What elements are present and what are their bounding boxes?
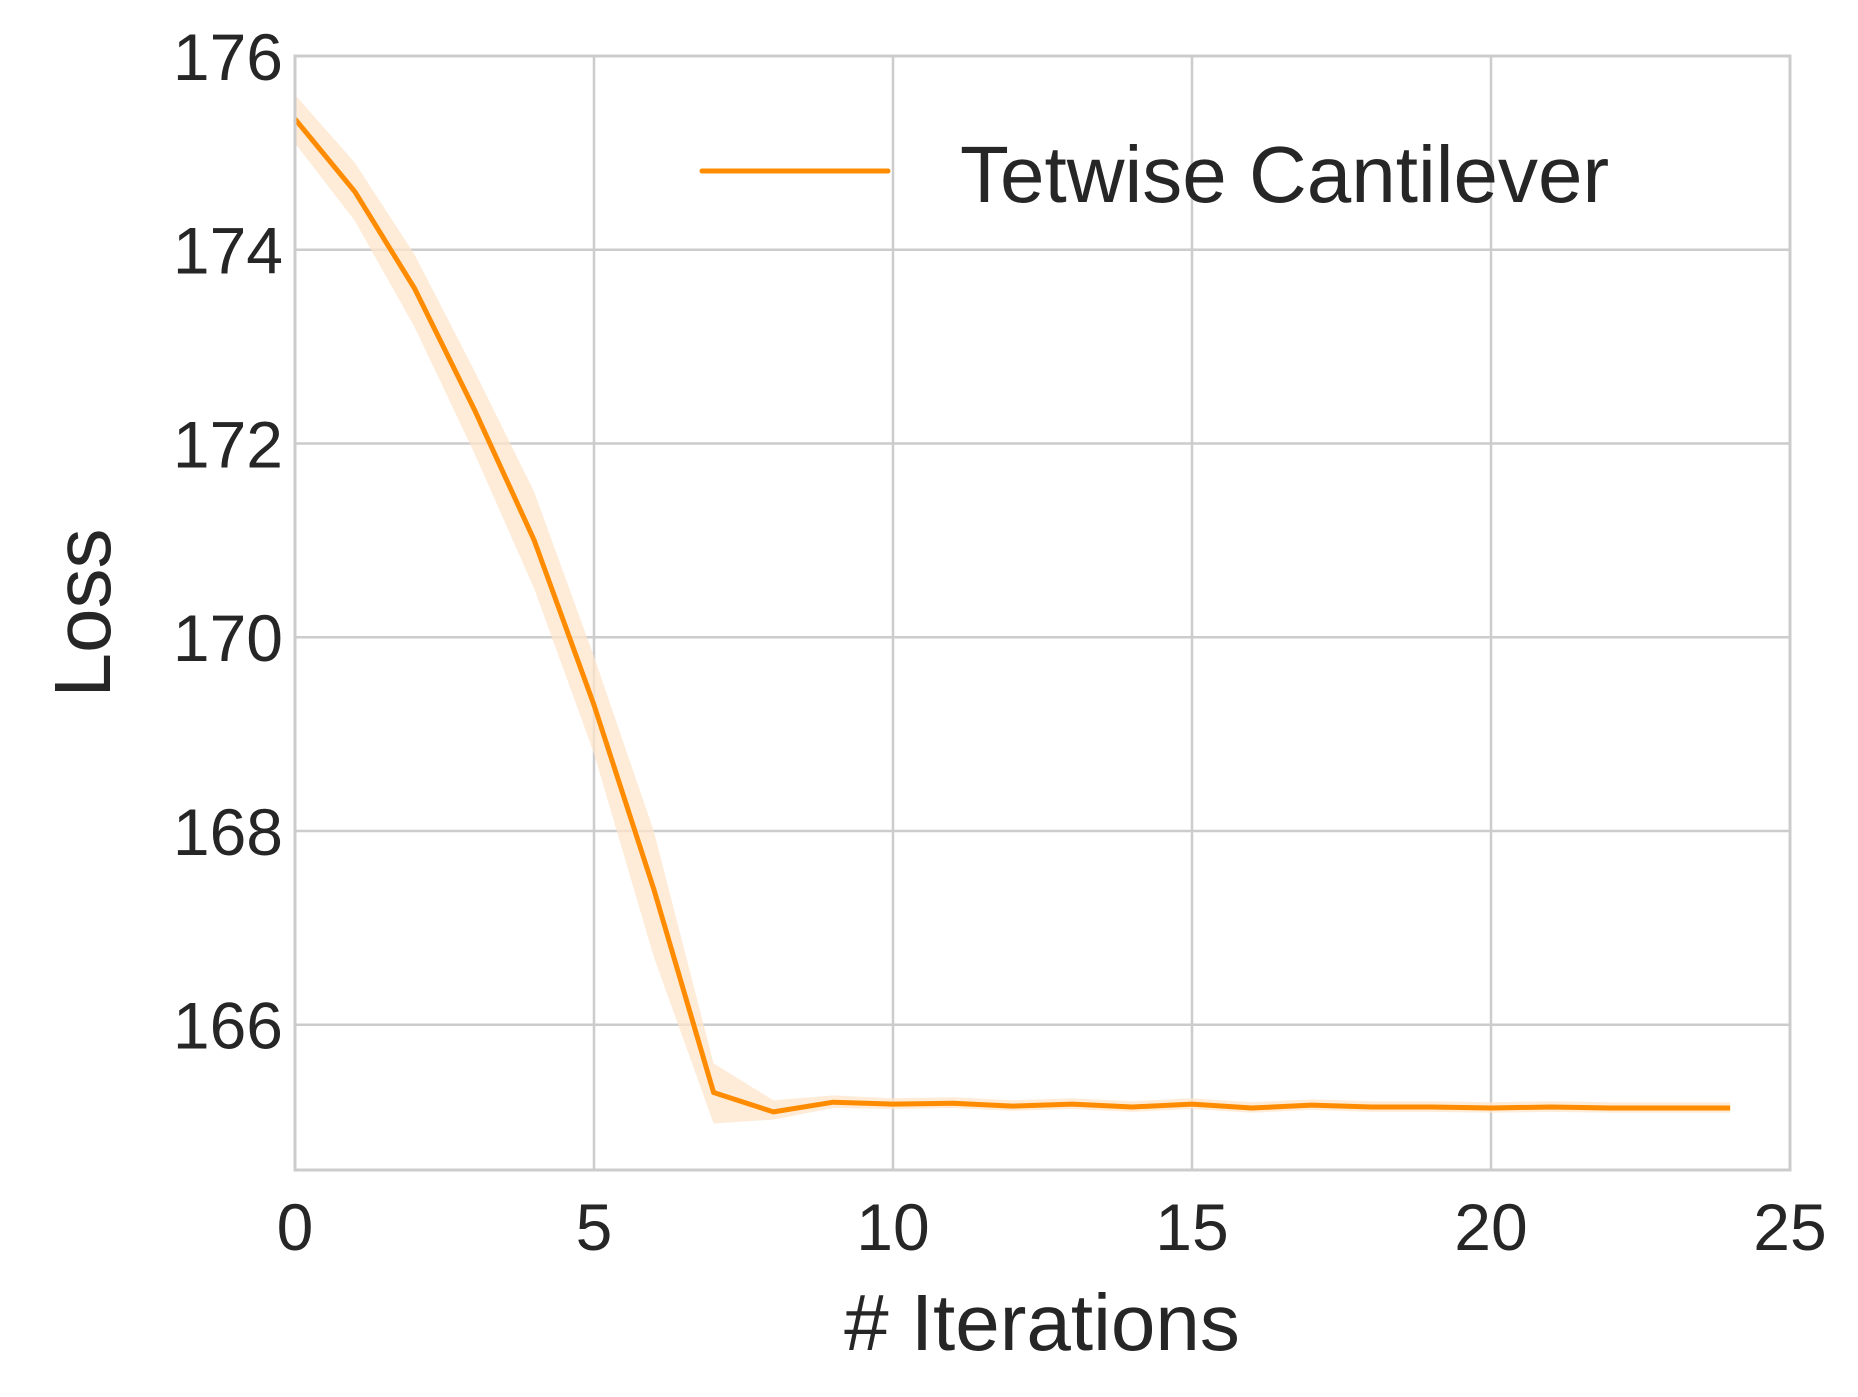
plot-background — [295, 56, 1790, 1170]
x-tick-label: 5 — [576, 1190, 613, 1264]
y-tick-label: 174 — [173, 214, 283, 288]
x-tick-label: 0 — [277, 1190, 314, 1264]
legend-label: Tetwise Cantilever — [960, 130, 1609, 219]
y-tick-label: 172 — [173, 407, 283, 481]
y-tick-label: 168 — [173, 795, 283, 869]
x-axis-label: # Iterations — [844, 1278, 1240, 1367]
legend: Tetwise Cantilever — [699, 130, 1609, 219]
x-tick-labels: 0 5 10 15 20 25 — [277, 1190, 1827, 1264]
y-tick-labels: 166 168 170 172 174 176 — [173, 20, 283, 1063]
y-axis-label: Loss — [38, 529, 127, 698]
x-tick-label: 25 — [1753, 1190, 1826, 1264]
series-lines — [293, 117, 1731, 1115]
x-tick-label: 15 — [1155, 1190, 1228, 1264]
confidence-band-group — [295, 94, 1731, 1124]
plot-frame — [293, 54, 1792, 1172]
x-tick-label: 20 — [1454, 1190, 1527, 1264]
x-tick-label: 10 — [856, 1190, 929, 1264]
y-tick-label: 176 — [173, 20, 283, 94]
y-tick-label: 166 — [173, 989, 283, 1063]
series-line — [293, 117, 1731, 1115]
confidence-band — [295, 94, 1731, 1124]
y-tick-label: 170 — [173, 601, 283, 675]
